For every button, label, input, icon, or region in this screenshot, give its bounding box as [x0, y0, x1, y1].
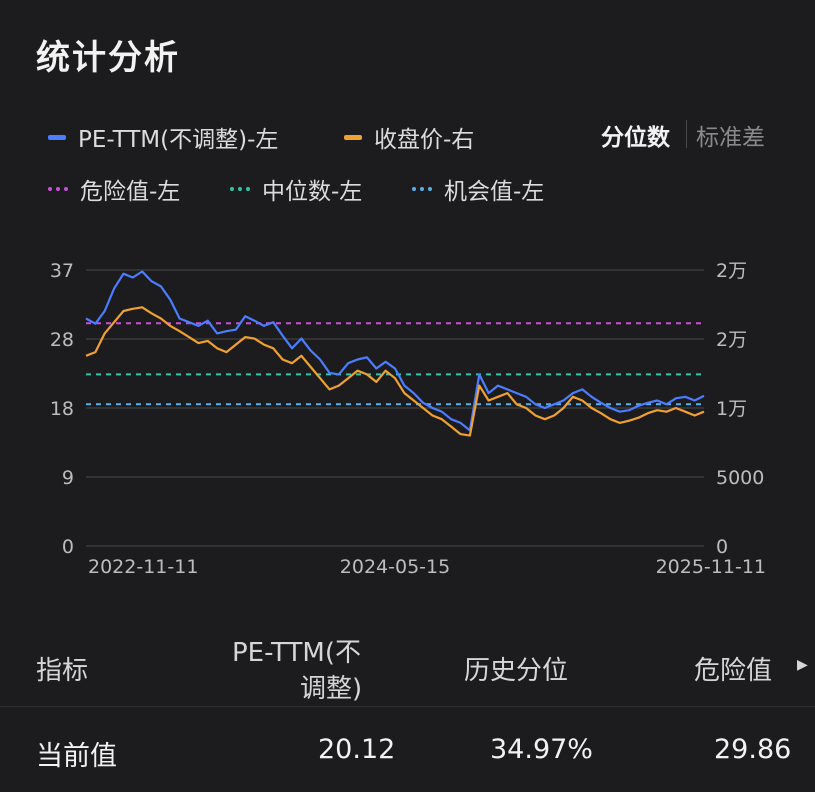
- toggle-stddev[interactable]: 标准差: [696, 125, 765, 151]
- y-right-tick-label: 2万: [716, 260, 747, 282]
- legend-label: 机会值-左: [444, 179, 545, 205]
- y-right-tick-label: 2万: [716, 329, 747, 351]
- x-tick-label: 2024-05-15: [340, 556, 450, 578]
- row-pe-value: 20.12: [318, 734, 396, 765]
- legend-label: 危险值-左: [80, 179, 181, 205]
- card-title: 统计分析: [36, 38, 180, 78]
- header-pe-line1: PE-TTM(不: [232, 638, 361, 668]
- x-tick-label: 2025-11-11: [656, 556, 766, 578]
- scroll-right-icon[interactable]: ▶: [797, 657, 808, 673]
- toggle-percentile[interactable]: 分位数: [601, 125, 670, 151]
- table-divider: [0, 706, 815, 707]
- legend-swatch-median: [230, 187, 250, 191]
- table-header: 指标 PE-TTM(不 调整) 历史分位 危险值: [0, 620, 815, 706]
- series-line-close-price: [85, 306, 705, 437]
- legend-median[interactable]: 中位数-左: [230, 172, 362, 206]
- legend-swatch-opportunity: [412, 187, 432, 191]
- series-line-pe-ttm: [85, 270, 705, 432]
- header-percentile: 历史分位: [464, 656, 569, 686]
- y-left-tick-label: 9: [62, 467, 74, 489]
- legend-close-price[interactable]: 收盘价-右: [344, 120, 474, 154]
- header-danger: 危险值: [694, 656, 773, 686]
- legend-danger[interactable]: 危险值-左: [48, 172, 180, 206]
- x-tick-label: 2022-11-11: [88, 556, 198, 578]
- legend-swatch-pe: [48, 134, 66, 140]
- y-left-tick-label: 0: [62, 536, 74, 558]
- y-left-tick-label: 18: [50, 398, 74, 420]
- legend-swatch-close: [344, 134, 362, 140]
- y-left-tick-label: 28: [50, 329, 74, 351]
- row-label: 当前值: [36, 741, 117, 772]
- y-right-tick-label: 1万: [716, 398, 747, 420]
- toggle-divider: [686, 120, 687, 148]
- pe-chart[interactable]: 37 2万 28 2万 18 1万 9 5000 0 0 2022-11-11 2024-05-15 2…: [0, 240, 815, 590]
- legend-opportunity[interactable]: 机会值-左: [412, 172, 544, 206]
- legend-label: 收盘价-右: [374, 127, 475, 153]
- header-indicator: 指标: [36, 656, 89, 686]
- row-danger-value: 29.86: [714, 734, 792, 765]
- header-pe-line2: 调整): [300, 674, 363, 704]
- row-percentile-value: 34.97%: [490, 734, 593, 765]
- y-left-tick-label: 37: [50, 260, 74, 282]
- legend-swatch-danger: [48, 187, 68, 191]
- legend-label: PE-TTM(不调整)-左: [78, 127, 279, 153]
- y-right-tick-label: 0: [716, 536, 728, 558]
- y-right-tick-label: 5000: [716, 467, 764, 489]
- legend-pe-ttm[interactable]: PE-TTM(不调整)-左: [48, 120, 278, 154]
- legend-label: 中位数-左: [262, 179, 363, 205]
